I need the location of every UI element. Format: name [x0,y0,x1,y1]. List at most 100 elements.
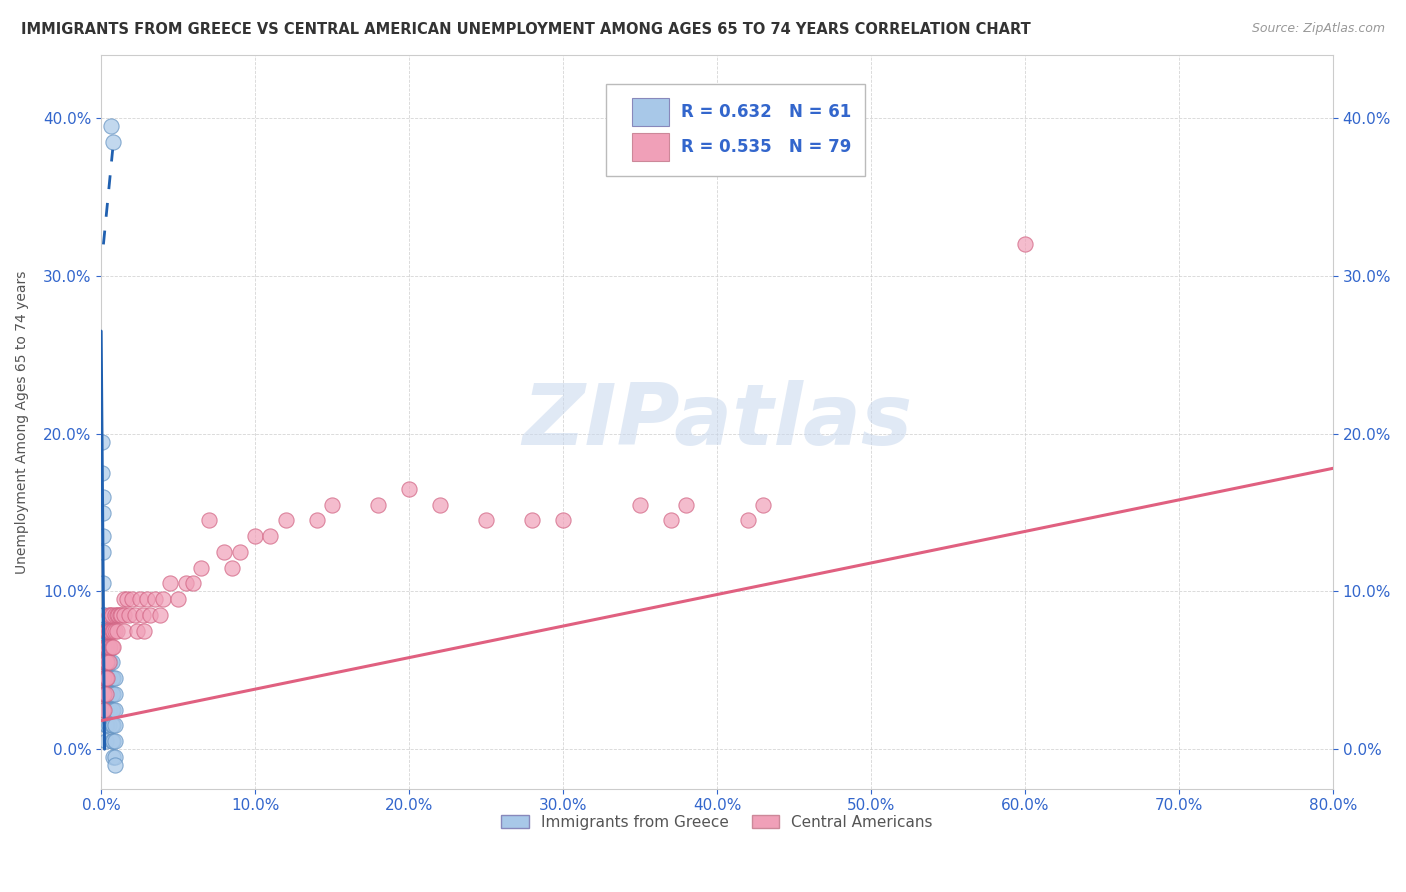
Point [98,703,121,717]
Point [104,750,127,764]
Point [98,640,121,654]
Point [117,592,139,607]
Point [91,687,114,701]
Point [108,608,131,623]
Point [110,608,132,623]
Point [152,592,174,607]
Point [91,529,114,543]
Point [167,592,190,607]
Point [103,703,125,717]
Point [91,656,114,670]
Point [101,671,124,685]
Point [103,734,125,748]
Point [183,576,205,591]
Point [97,640,120,654]
Point [675,498,697,512]
Point [94,718,117,732]
Point [159,576,181,591]
Point [107,608,129,623]
Point [93,671,115,685]
Point [136,592,159,607]
Point [737,513,759,527]
Point [94,671,117,685]
Point [101,624,124,638]
Point [91,490,114,504]
Point [98,687,121,701]
Point [214,545,236,559]
Point [174,576,197,591]
Point [243,529,266,543]
Point [367,498,389,512]
Point [228,545,250,559]
Point [522,513,544,527]
Point [104,757,127,772]
Point [91,506,114,520]
Point [125,624,148,638]
Point [112,592,135,607]
Point [96,718,118,732]
Point [105,608,128,623]
Point [97,718,120,732]
Point [221,560,243,574]
Point [96,671,118,685]
Point [475,513,498,527]
Point [94,656,117,670]
Text: ZIPatlas: ZIPatlas [522,380,912,463]
Point [93,703,115,717]
Point [398,482,420,496]
Point [103,671,125,685]
Point [94,687,117,701]
Point [104,671,127,685]
Point [97,656,120,670]
Point [93,671,115,685]
Point [112,624,135,638]
Y-axis label: Unemployment Among Ages 65 to 74 years: Unemployment Among Ages 65 to 74 years [15,270,30,574]
Point [96,640,118,654]
Point [96,640,118,654]
Point [118,608,141,623]
Point [101,608,124,623]
Point [96,624,118,638]
Point [149,608,172,623]
Point [93,687,115,701]
Point [94,656,117,670]
Point [94,624,117,638]
Point [91,703,114,717]
Point [94,671,117,685]
Point [752,498,775,512]
Point [198,513,221,527]
Point [104,687,127,701]
Point [101,703,124,717]
Point [96,656,118,670]
Point [94,734,117,748]
Point [104,734,127,748]
Point [105,624,128,638]
Point [104,718,127,732]
Point [1014,237,1036,252]
FancyBboxPatch shape [631,98,669,126]
Point [91,545,114,559]
Point [94,687,117,701]
Point [96,671,118,685]
Point [93,656,115,670]
Point [103,640,125,654]
Point [551,513,574,527]
Point [94,640,117,654]
Point [103,687,125,701]
Point [93,608,115,623]
Point [112,608,135,623]
Text: Source: ZipAtlas.com: Source: ZipAtlas.com [1251,22,1385,36]
Point [96,687,118,701]
Point [93,656,115,670]
Point [101,718,124,732]
Point [91,624,114,638]
Point [90,466,112,480]
Text: R = 0.535   N = 79: R = 0.535 N = 79 [682,137,852,156]
Text: IMMIGRANTS FROM GREECE VS CENTRAL AMERICAN UNEMPLOYMENT AMONG AGES 65 TO 74 YEAR: IMMIGRANTS FROM GREECE VS CENTRAL AMERIC… [21,22,1031,37]
Point [90,434,112,449]
Point [97,671,120,685]
Point [628,498,651,512]
Point [94,640,117,654]
Point [98,608,121,623]
Point [93,640,115,654]
